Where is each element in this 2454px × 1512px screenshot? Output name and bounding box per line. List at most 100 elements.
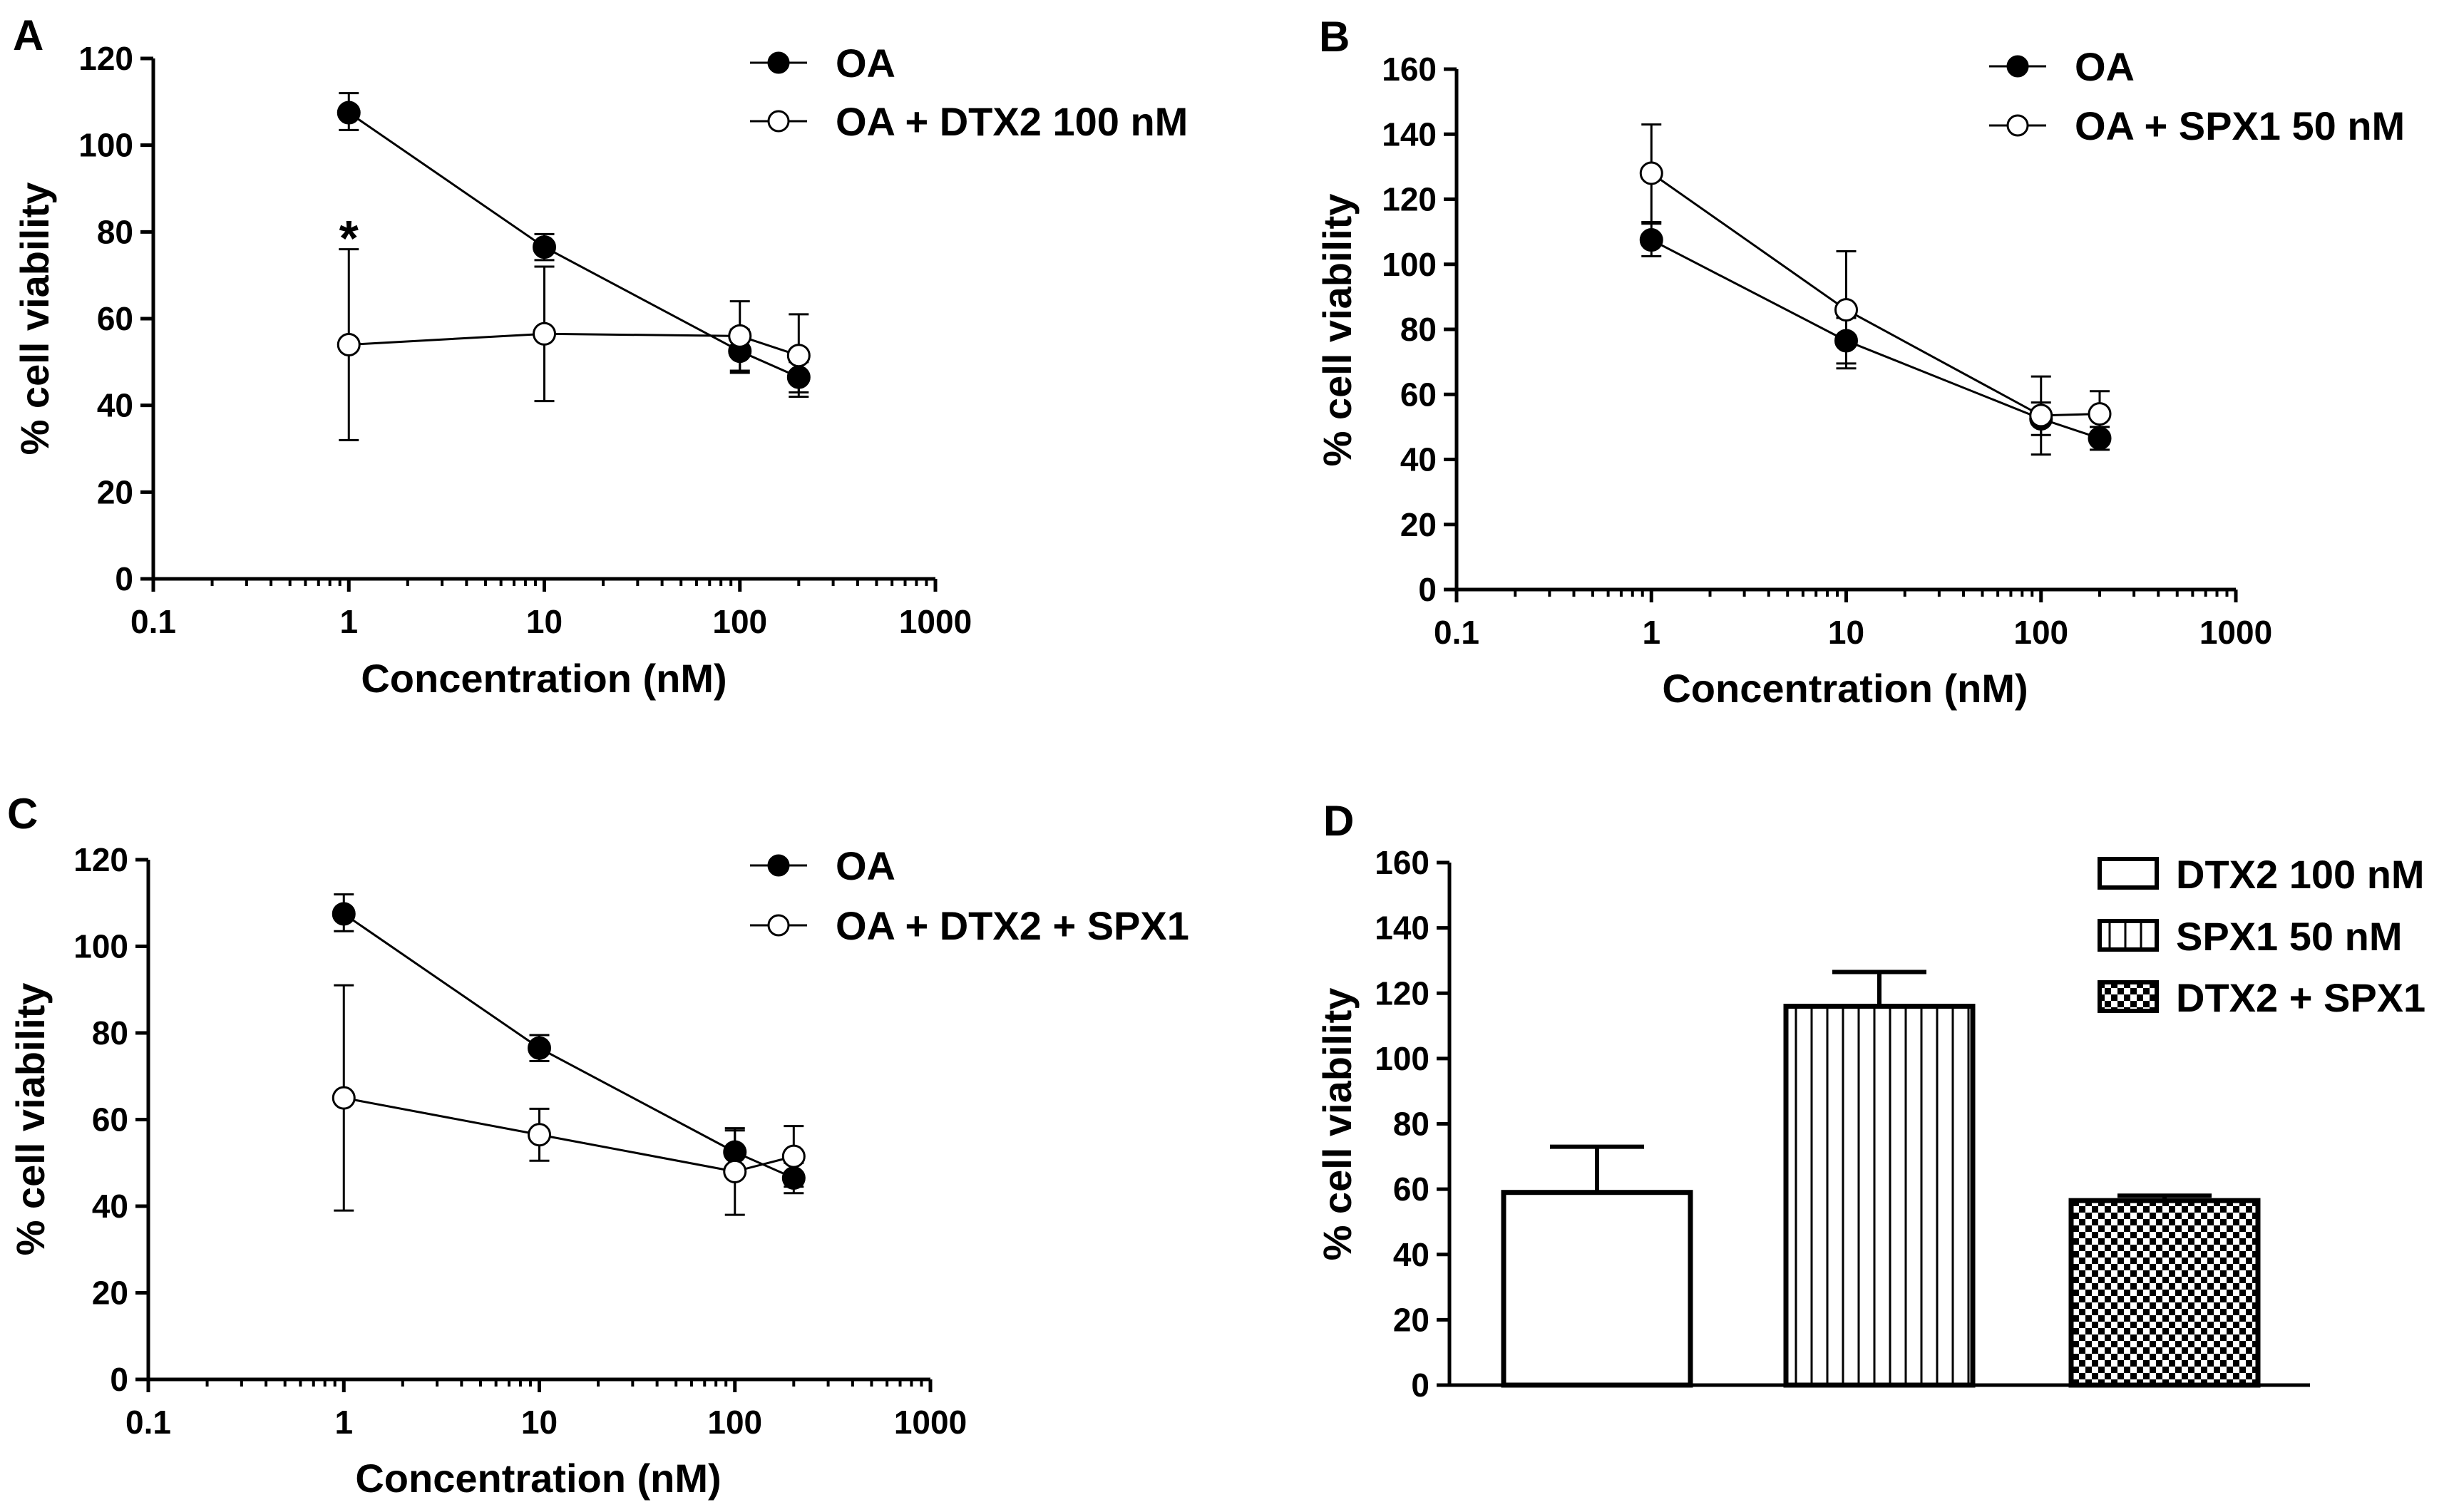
panel-d-ytick-label-140: 140 [1375,910,1429,947]
legend-d-dtx2-text: DTX2 100 nM [2176,852,2425,897]
legend-d-combo-swatch [2098,980,2159,1013]
panel-a-xtick-label-3: 100 [712,603,767,640]
panel-a-xtick-label-2: 10 [526,603,563,640]
panel-b-legend: OA OA + SPX1 50 nM [1989,44,2405,148]
panel-c-series-0-point-2 [723,1140,747,1164]
panel-b-xlabel: Concentration (nM) [1662,666,2028,711]
legend-b-oa-spx1-marker [2006,114,2029,137]
panel-c-series-0-line [343,912,794,1179]
panel-b-series-0-point-1 [1834,329,1858,353]
panel-b-ylabel: % cell viability [1315,194,1360,467]
panel-a-series-1-point-3 [786,344,811,368]
panel-a-ylabel: % cell viability [12,182,57,456]
legend-oa-dtx2-text: OA + DTX2 100 nM [836,99,1188,144]
panel-b-ytick-label-140: 140 [1382,115,1437,153]
legend-c-oa-marker [767,854,790,877]
panel-c-series-0-point-3 [781,1166,806,1190]
panel-c-xtick-label-4: 1000 [894,1404,967,1441]
panel-b-xtick-label-0: 0.1 [1434,614,1479,651]
panel-b-ytick-label-60: 60 [1400,376,1437,413]
panel-a-ytick-label-40: 40 [97,387,133,424]
panel-b-ytick-label-160: 160 [1382,51,1437,88]
panel-c-ytick-label-60: 60 [92,1101,128,1138]
panel-d-ytick-label-80: 80 [1393,1106,1429,1143]
panel-a-legend: OA OA + DTX2 100 nM [750,41,1188,144]
panel-b-series-1-point-1 [1834,298,1858,322]
legend-d-dtx2-swatch [2098,857,2159,890]
legend-b-oa-text: OA [2075,44,2135,89]
panel-a-series-0-point-3 [786,365,811,389]
panel-a-series-0-point-0 [337,101,361,125]
panel-a-xtick-label-0: 0.1 [130,603,176,640]
panel-b-ytick-label-100: 100 [1382,246,1437,283]
legend-oa-dtx2-marker [767,110,790,133]
panel-d-ytick-label-60: 60 [1393,1171,1429,1208]
panel-a-ytick-label-100: 100 [78,127,133,164]
panel-b-ytick-label-40: 40 [1400,441,1437,478]
panel-b-series-1-point-2 [2029,403,2053,428]
legend-c-combo-text: OA + DTX2 + SPX1 [836,903,1189,948]
panel-a: A 0 20 40 60 80 100 120 0.1 1 10 100 1000 * Concen… [12,11,1188,701]
panel-d-ytick-label-0: 0 [1411,1367,1429,1404]
panel-d-bar-1 [1783,1004,1976,1388]
panel-b-ytick-label-0: 0 [1418,571,1437,608]
legend-b-oa-marker [2006,55,2029,78]
panel-d: D 0 20 40 60 80 100 120 140 160 % cell viability… [1315,797,2425,1404]
panel-a-ytick-label-120: 120 [78,40,133,77]
panel-d-legend: DTX2 100 nM SPX1 50 nM DTX2 + SPX1 [2098,852,2425,1020]
panel-a-series-1-point-2 [728,324,752,348]
panel-d-ytick-label-20: 20 [1393,1301,1429,1338]
panel-c-series-1-line [343,1096,794,1173]
legend-c-combo-marker [767,914,790,937]
panel-d-bar-0 [1501,1190,1693,1388]
legend-d-spx1-text: SPX1 50 nM [2176,914,2402,959]
panel-b-xtick-label-4: 1000 [2199,614,2272,651]
panel-d-ytick-label-40: 40 [1393,1236,1429,1273]
panel-a-asterisk: * [339,210,359,266]
panel-c-series-0-point-0 [332,902,356,926]
panel-c-ytick-label-0: 0 [110,1361,128,1398]
panel-b: B 0 20 40 60 80 100 120 140 160 0.1 1 10 100 1000 Co… [1315,13,2405,711]
panel-a-ytick-label-80: 80 [97,213,133,250]
panel-a-xtick-label-1: 1 [339,603,358,640]
panel-a-series-1-point-0 [337,333,361,356]
panel-b-ytick-label-80: 80 [1400,311,1437,348]
panel-a-series-0-point-1 [533,235,556,259]
legend-oa-text: OA [836,41,895,86]
legend-oa-marker [767,51,790,74]
panel-c-series-1-point-2 [723,1159,747,1183]
panel-c-ytick-label-100: 100 [73,928,128,965]
panel-a-xlabel: Concentration (nM) [361,656,727,701]
panel-c-xtick-label-1: 1 [334,1404,353,1441]
panel-d-ytick-label-160: 160 [1375,844,1429,881]
legend-d-combo-text: DTX2 + SPX1 [2176,975,2425,1020]
panel-c-ytick-label-80: 80 [92,1014,128,1051]
panel-c-series-0-point-1 [528,1036,551,1060]
panel-b-series-0-point-3 [2088,426,2112,451]
panel-a-label: A [13,11,43,59]
panel-c-series-1-point-0 [332,1086,356,1110]
panel-b-series-1-point-3 [2088,402,2112,426]
panel-c-ytick-label-40: 40 [92,1188,128,1225]
panel-a-series-1-line [349,332,799,357]
panel-b-xtick-label-2: 10 [1828,614,1864,651]
panel-b-series-1-point-0 [1639,161,1663,185]
panel-b-xtick-label-1: 1 [1642,614,1660,651]
panel-b-ytick-label-120: 120 [1382,181,1437,218]
panel-c: C 0 20 40 60 80 100 120 0.1 1 10 100 1000 Concentr… [7,790,1189,1501]
panel-b-series-0-point-0 [1639,228,1663,252]
legend-d-spx1-swatch [2098,919,2159,952]
panel-b-xtick-label-3: 100 [2013,614,2068,651]
panel-a-ytick-label-0: 0 [115,560,133,597]
panel-a-ytick-label-20: 20 [97,473,133,510]
panel-c-ytick-label-120: 120 [73,841,128,878]
panel-c-ytick-label-20: 20 [92,1275,128,1312]
panel-b-series-1-line [1650,172,2100,417]
panel-c-series-1-point-1 [528,1123,551,1147]
panel-c-label: C [7,790,38,838]
panel-a-series-1-point-1 [533,322,556,346]
panel-c-series-1-point-3 [781,1144,806,1168]
panel-d-label: D [1323,797,1354,845]
panel-b-label: B [1319,13,1350,61]
